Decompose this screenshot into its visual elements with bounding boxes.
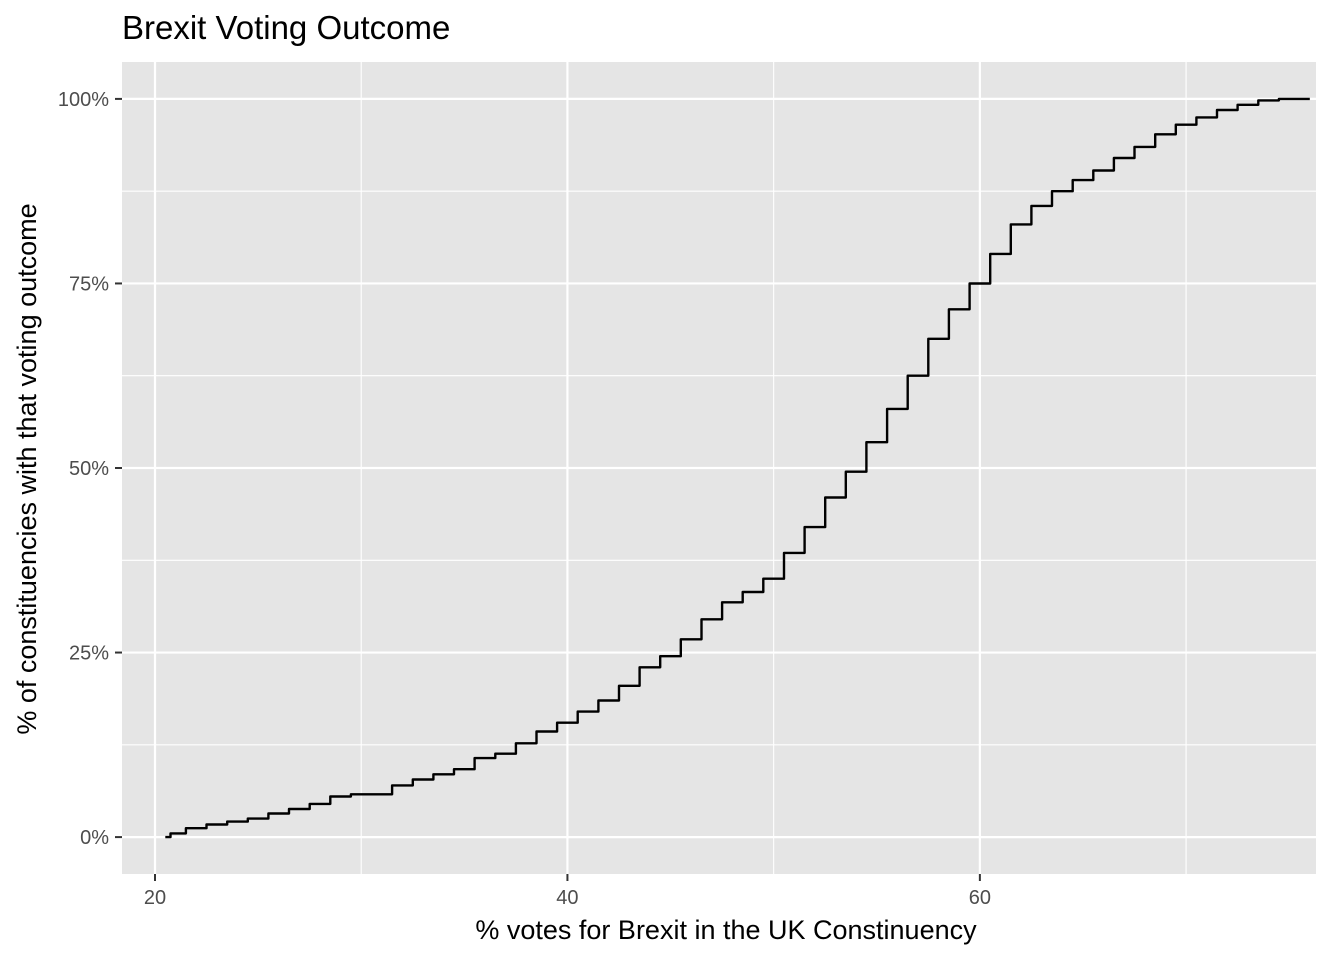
x-tick-label: 40 [556, 887, 578, 909]
y-tick-label: 25% [69, 643, 109, 665]
y-axis-title: % of constituencies with that voting out… [12, 203, 42, 734]
chart-title: Brexit Voting Outcome [122, 9, 450, 46]
x-axis: 20 40 60 [144, 874, 991, 909]
y-tick-label: 50% [69, 458, 109, 480]
x-tick-label: 60 [969, 887, 991, 909]
major-gridlines [122, 62, 1316, 874]
ecdf-line [165, 97, 1310, 839]
x-tick-label: 20 [144, 887, 166, 909]
series-group [165, 97, 1310, 839]
y-tick-label: 75% [69, 273, 109, 295]
y-axis: 0% 25% 50% 75% 100% [58, 89, 122, 849]
y-tick-label: 100% [58, 89, 109, 111]
x-axis-title: % votes for Brexit in the UK Constinuenc… [475, 915, 977, 945]
y-tick-label: 0% [80, 827, 109, 849]
